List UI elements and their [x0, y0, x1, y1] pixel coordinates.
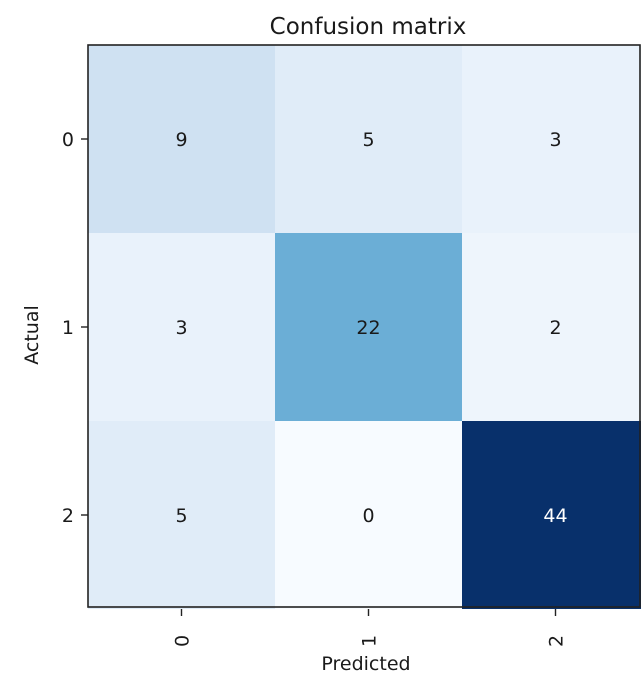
heatmap-cell-r2-c1 — [275, 421, 462, 609]
heatmap-cell-r1-c0 — [88, 233, 275, 421]
cell-value-r1-c0: 3 — [175, 317, 187, 339]
cell-value-r2-c2: 44 — [543, 505, 567, 527]
y-axis-ticks: 0 1 2 — [62, 129, 88, 527]
heatmap-cell-r2-c2 — [462, 421, 641, 609]
y-axis-label: Actual — [21, 305, 43, 365]
x-tick-label-1: 1 — [359, 635, 381, 647]
x-axis-label: Predicted — [321, 653, 410, 675]
heatmap-cell-r1-c2 — [462, 233, 641, 421]
x-tick-label-2: 2 — [546, 635, 568, 647]
cell-value-r2-c0: 5 — [175, 505, 187, 527]
cell-value-r1-c1: 22 — [356, 317, 380, 339]
cell-value-r0-c1: 5 — [362, 129, 374, 151]
plot-frame — [87, 44, 641, 608]
cell-value-r0-c0: 9 — [175, 129, 187, 151]
heatmap-cell-r0-c2 — [462, 45, 641, 233]
heatmap-cell-r1-c1 — [275, 233, 462, 421]
cell-value-r0-c2: 3 — [549, 129, 561, 151]
heatmap-cell-r2-c0 — [88, 421, 275, 609]
x-axis-ticks: 0 1 2 — [172, 609, 568, 647]
y-tick-label-2: 2 — [62, 505, 74, 527]
heatmap-cell-r0-c1 — [275, 45, 462, 233]
x-tick-label-0: 0 — [172, 635, 194, 647]
chart-title: Confusion matrix — [270, 14, 467, 40]
cell-value-r1-c2: 2 — [549, 317, 561, 339]
heatmap-cells: 9 5 33 22 25 0 44 — [88, 45, 641, 609]
heatmap-cell-r0-c0 — [88, 45, 275, 233]
y-tick-label-1: 1 — [62, 317, 74, 339]
y-tick-label-0: 0 — [62, 129, 74, 151]
cell-value-r2-c1: 0 — [362, 505, 374, 527]
